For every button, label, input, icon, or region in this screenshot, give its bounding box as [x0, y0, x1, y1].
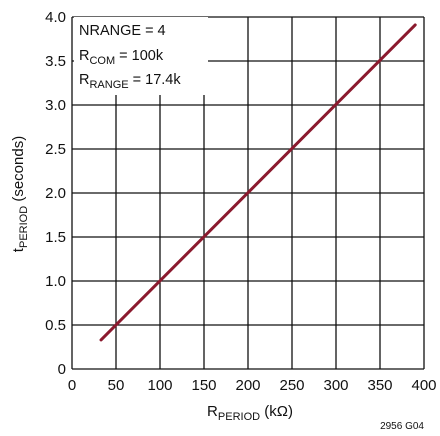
- series-line: [99, 23, 417, 342]
- x-tick-label: 150: [191, 377, 216, 394]
- x-tick-label: 100: [147, 377, 172, 394]
- y-tick-label: 1.0: [45, 273, 66, 290]
- annotation-rrange: RRANGE = 17.4k: [79, 72, 181, 91]
- annotation-rcom: RCOM = 100k: [79, 48, 164, 67]
- y-axis-label: tPERIOD (seconds): [10, 136, 30, 252]
- y-tick-label: 3.0: [45, 97, 66, 114]
- y-tick-label: 3.5: [45, 53, 66, 70]
- x-tick-label: 0: [68, 377, 76, 394]
- x-tick-label: 200: [235, 377, 260, 394]
- annotation-nrange: NRANGE = 4: [79, 23, 166, 39]
- annotation-box: [74, 17, 208, 95]
- x-tick-labels: 0 50 100 150 200 250 300 350 400: [68, 377, 437, 394]
- x-tick-label: 400: [411, 377, 436, 394]
- figure-id: 2956 G04: [380, 421, 424, 432]
- x-tick-label: 300: [323, 377, 348, 394]
- x-tick-label: 250: [279, 377, 304, 394]
- y-tick-label: 1.5: [45, 229, 66, 246]
- y-tick-label: 4.0: [45, 9, 66, 26]
- series: [99, 23, 417, 342]
- y-tick-label: 0.5: [45, 317, 66, 334]
- y-tick-label: 2.5: [45, 141, 66, 158]
- x-tick-label: 350: [367, 377, 392, 394]
- x-axis-label: RPERIOD (kΩ): [207, 403, 293, 423]
- x-tick-label: 50: [108, 377, 125, 394]
- y-tick-labels: 0 0.5 1.0 1.5 2.0 2.5 3.0 3.5 4.0: [45, 9, 66, 378]
- y-tick-label: 2.0: [45, 185, 66, 202]
- y-tick-label: 0: [58, 361, 66, 378]
